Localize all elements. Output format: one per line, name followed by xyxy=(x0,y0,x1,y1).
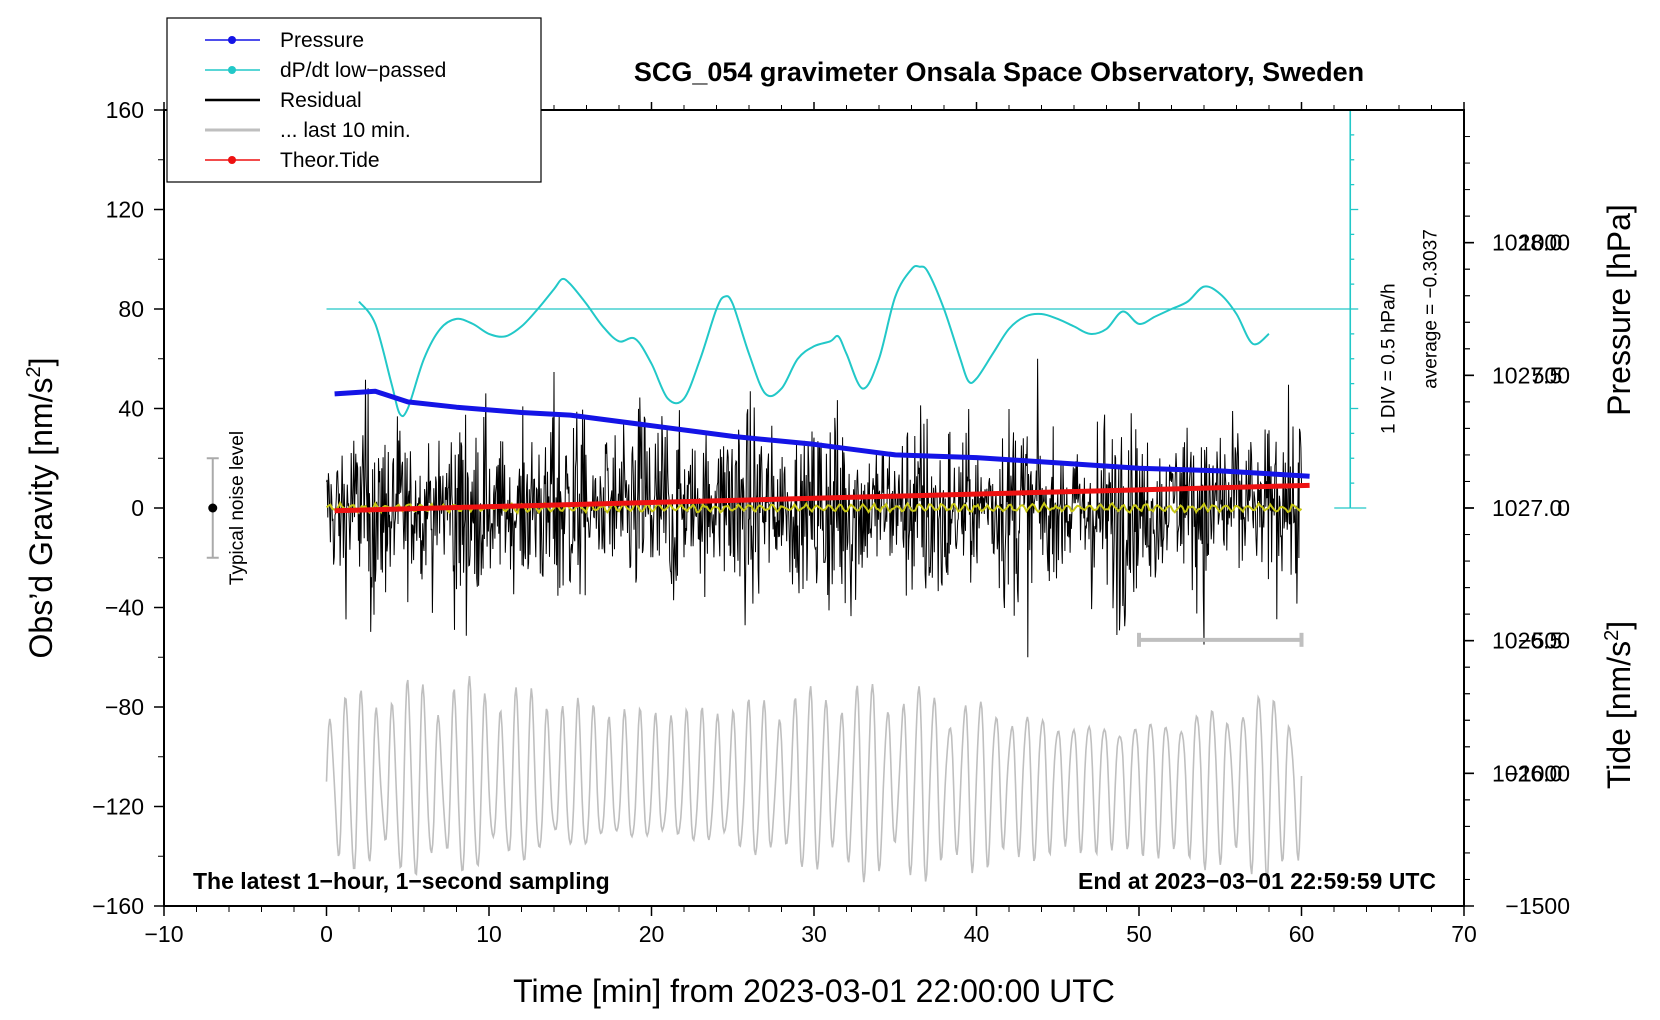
y-tick-label: −160 xyxy=(92,893,144,919)
pressure-line xyxy=(334,388,1310,479)
y-tick-label: 40 xyxy=(118,396,144,422)
y-axis-tide: 1000 500 0 −500 −1000 −1500 xyxy=(1464,215,1570,919)
tide-line xyxy=(334,482,1310,514)
x-tick-label: 20 xyxy=(639,921,665,947)
pressure-tick-label: 1026.5 xyxy=(1492,628,1562,654)
y-tick-label: 160 xyxy=(106,97,144,123)
legend-label-last10: ... last 10 min. xyxy=(280,119,411,142)
x-axis-label: Time [min] from 2023-03-01 22:00:00 UTC xyxy=(513,973,1115,1009)
y-tick-label: −80 xyxy=(105,694,144,720)
tide-series xyxy=(334,482,1310,514)
legend-marker-dpdt xyxy=(228,66,236,74)
x-tick-label: 0 xyxy=(320,921,333,947)
legend-label-dpdt: dP/dt low−passed xyxy=(280,59,446,82)
noise-bar-center xyxy=(208,503,218,513)
y-axis-label-pressure: Pressure [hPa] xyxy=(1601,204,1637,416)
legend-marker-pressure xyxy=(228,36,236,44)
footer-right: End at 2023−03−01 22:59:59 UTC xyxy=(1078,868,1436,894)
chart-title: SCG_054 gravimeter Onsala Space Observat… xyxy=(634,57,1364,87)
x-tick-label: 50 xyxy=(1126,921,1152,947)
x-tick-label: 70 xyxy=(1451,921,1477,947)
tide-tick-label: −500 xyxy=(1518,628,1570,654)
last-10-min-series xyxy=(325,676,1303,883)
pressure-tick-label: 1028.0 xyxy=(1492,230,1562,256)
pressure-tick-label: 1026.0 xyxy=(1492,760,1562,786)
tide-tick-label: 1000 xyxy=(1519,230,1570,256)
pressure-tick-label: 1027.0 xyxy=(1492,495,1562,521)
legend-label-pressure: Pressure xyxy=(280,29,364,52)
y-tick-label: −120 xyxy=(92,794,144,820)
legend-label-tide: Theor.Tide xyxy=(280,149,380,172)
x-tick-label: 60 xyxy=(1289,921,1315,947)
pressure-series xyxy=(334,388,1310,479)
footer-left: The latest 1−hour, 1−second sampling xyxy=(193,868,610,894)
dpdt-series xyxy=(358,264,1270,418)
dpdt-scale-label: 1 DIV = 0.5 hPa/h xyxy=(1378,283,1399,434)
x-tick-label: 30 xyxy=(801,921,827,947)
residual-line xyxy=(326,358,1302,658)
y-tick-label: 0 xyxy=(131,495,144,521)
x-tick-label: 40 xyxy=(964,921,990,947)
y-axis-label-tide: Tide [nm/s2] xyxy=(1601,621,1637,789)
dpdt-average-label: average = −0.3037 xyxy=(1420,229,1441,389)
legend: Pressure dP/dt low−passed Residual ... l… xyxy=(166,17,542,183)
tide-tick-label: 500 xyxy=(1532,362,1570,388)
last-10-min-line xyxy=(325,676,1303,883)
x-axis: −10 0 10 20 30 40 50 60 70 xyxy=(144,102,1477,947)
noise-bar-label: Typical noise level xyxy=(227,431,248,585)
pressure-tick-label: 1027.5 xyxy=(1492,362,1562,388)
y-axis-label-left: Obs’d Gravity [nm/s2] xyxy=(23,358,59,659)
tide-tick-label: −1000 xyxy=(1505,760,1570,786)
tide-tick-label: 0 xyxy=(1557,495,1570,521)
annotations: 1 DIV = 0.5 hPa/h average = −0.3037 Typica… xyxy=(206,109,1441,647)
y-tick-label: 120 xyxy=(106,197,144,223)
dpdt-line xyxy=(358,264,1270,418)
tide-tick-label: −1500 xyxy=(1505,893,1570,919)
y-tick-label: 80 xyxy=(118,296,144,322)
y-axis-left: 160 120 80 40 0 −40 −80 −120 −160 xyxy=(92,97,164,919)
y-tick-label: −40 xyxy=(105,595,144,621)
legend-label-residual: Residual xyxy=(280,89,362,112)
x-tick-label: 10 xyxy=(476,921,502,947)
x-tick-label: −10 xyxy=(144,921,183,947)
legend-marker-tide xyxy=(228,156,236,164)
